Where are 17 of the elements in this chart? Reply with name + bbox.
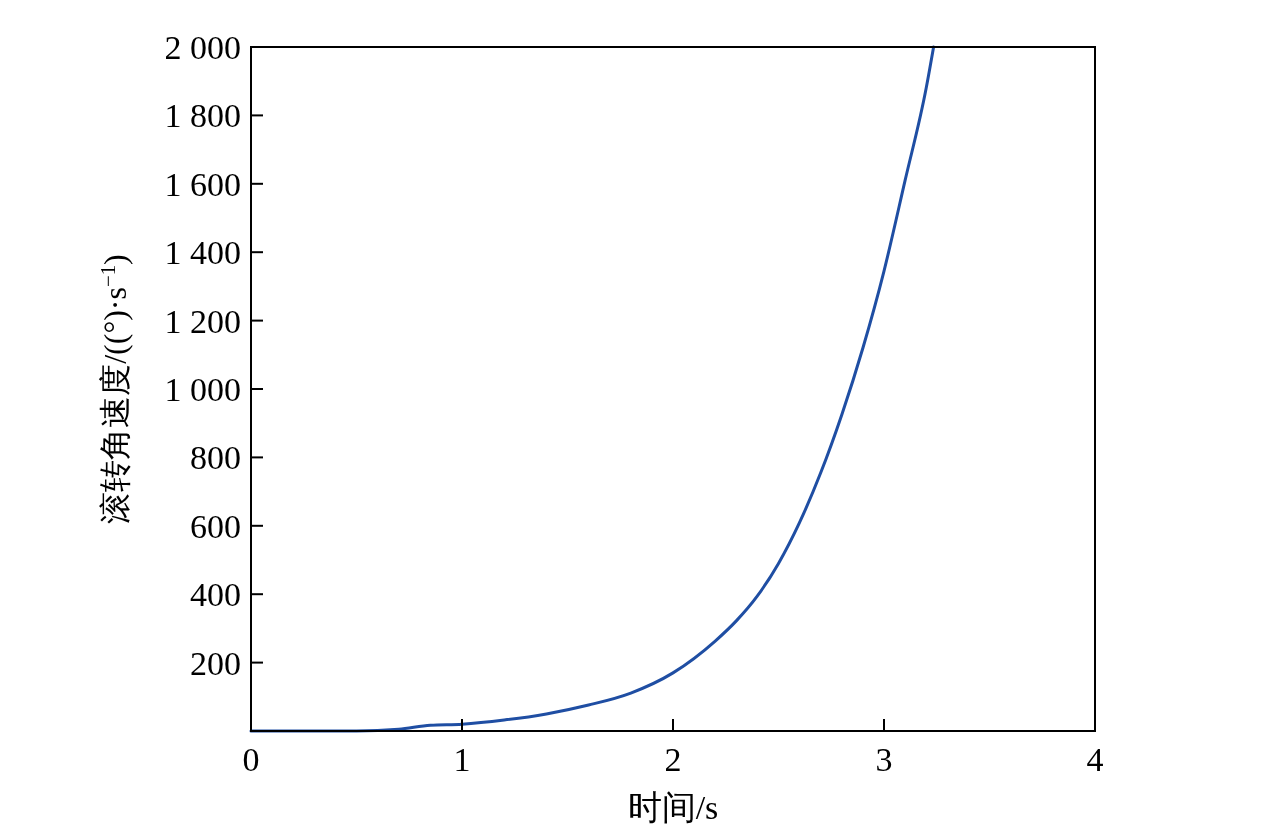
x-tick-label: 3 (875, 741, 893, 778)
y-tick-label: 200 (190, 644, 241, 682)
y-tick-label: 2 000 (164, 29, 241, 66)
y-tick-label: 600 (190, 507, 241, 545)
y-tick-label: 1 400 (164, 234, 241, 272)
y-tick-label: 1 600 (164, 165, 241, 203)
y-tick-label: 1 200 (164, 302, 241, 340)
x-axis-title: 时间/s (627, 789, 719, 825)
x-tick-label: 2 (664, 741, 682, 778)
x-tick-label: 4 (1086, 741, 1104, 778)
y-tick-label: 800 (190, 439, 241, 477)
y-tick-label: 400 (190, 576, 241, 614)
y-tick-label: 1 800 (164, 97, 241, 135)
x-tick-label: 1 (453, 741, 471, 778)
line-series (249, 45, 936, 733)
x-tick-label: 0 (242, 741, 260, 778)
y-tick-label: 1 000 (164, 371, 241, 408)
